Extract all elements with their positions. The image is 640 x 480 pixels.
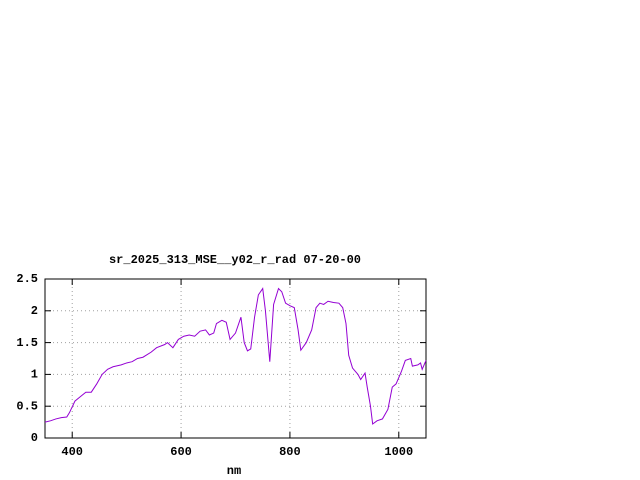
chart-title: sr_2025_313_MSE__y02_r_rad 07-20-00 — [109, 253, 361, 267]
y-tick-label: 2 — [31, 304, 38, 318]
plot-border — [44, 278, 427, 439]
y-tick-label: 0.5 — [16, 399, 38, 413]
x-axis-label: nm — [227, 464, 241, 478]
x-tick-label: 600 — [170, 445, 192, 459]
y-tick-label: 0 — [31, 431, 38, 445]
y-tick-label: 2.5 — [16, 272, 38, 286]
x-tick-label: 1000 — [384, 445, 413, 459]
x-tick-label: 800 — [279, 445, 301, 459]
y-tick-label: 1.5 — [16, 336, 38, 350]
x-tick-label: 400 — [61, 445, 83, 459]
data-line — [44, 287, 427, 425]
y-tick-label: 1 — [31, 368, 38, 382]
